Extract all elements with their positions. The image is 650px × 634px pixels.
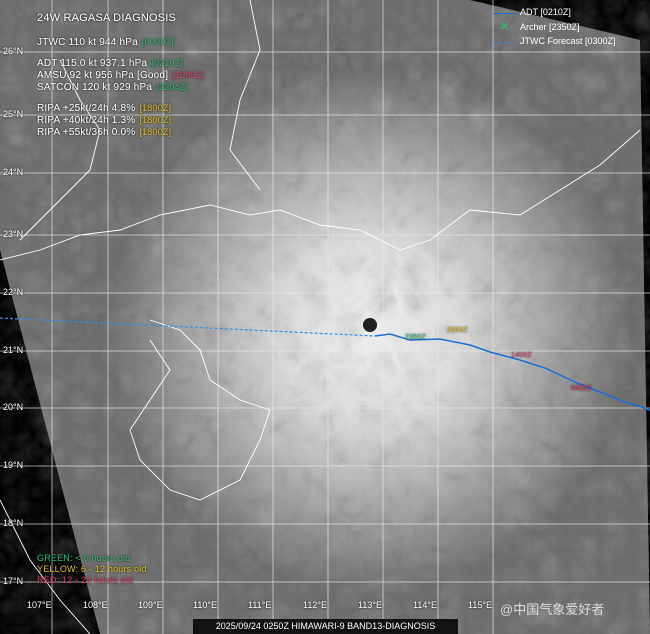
longitude-label: 110°E	[193, 600, 217, 610]
adt-time: [0210Z]	[151, 58, 184, 68]
ripa-time: [1800Z]	[139, 127, 172, 137]
diagnosis-title: 24W RAGASA DIAGNOSIS	[37, 12, 177, 24]
legend-jtwc: JTWC Forecast [0300Z]	[520, 36, 616, 46]
longitude-label: 114°E	[413, 600, 437, 610]
latitude-label: 24°N	[3, 167, 24, 177]
longitude-label: 113°E	[358, 600, 382, 610]
age-key-red: RED: 12 - 24 hours old	[37, 575, 133, 585]
adt-intensity: ADT 115.0 kt 937.1 hPa [0210Z]	[37, 58, 184, 69]
adt-track	[374, 333, 650, 411]
legend-archer: Archer [2350Z]	[520, 22, 580, 32]
longitude-label: 115°E	[468, 600, 492, 610]
ripa-text: RIPA +55kt/36h 0.0%	[37, 127, 136, 138]
track-label-yellow: 2000Z	[447, 327, 468, 334]
latitude-label: 17°N	[3, 576, 24, 586]
jtwc-dashed-line-icon	[493, 42, 517, 43]
latitude-label: 20°N	[3, 402, 24, 412]
adt-line-icon	[493, 13, 517, 14]
ripa-text: RIPA +25kt/24h 4.8%	[37, 103, 136, 114]
longitude-label: 112°E	[303, 600, 327, 610]
latitude-label: 21°N	[3, 345, 24, 355]
ripa-time: [1800Z]	[139, 115, 172, 125]
jtwc-forecast-track	[0, 317, 376, 337]
archer-x-icon: ✕	[500, 21, 510, 33]
track-label-red: 0800Z	[571, 385, 592, 392]
age-key-yellow: YELLOW: 6 - 12 hours old	[37, 564, 147, 574]
jtwc-time: [0000Z]	[141, 37, 174, 47]
longitude-label: 108°E	[83, 600, 108, 610]
image-caption: 2025/09/24 0250Z HIMAWARI-9 BAND13-DIAGN…	[193, 619, 458, 634]
satcon-text: SATCON 120 kt 929 hPa	[37, 82, 153, 93]
latitude-label: 25°N	[3, 109, 24, 119]
watermark: @中国气象爱好者	[500, 602, 605, 617]
latitude-label: 18°N	[3, 518, 24, 528]
typhoon-eye	[363, 318, 377, 332]
ripa-row: RIPA +55kt/36h 0.0% [1800Z]	[37, 127, 172, 138]
jtwc-intensity: JTWC 110 kt 944 hPa [0000Z]	[37, 37, 175, 48]
legend-adt: ADT [0210Z]	[520, 7, 571, 17]
latitude-label: 19°N	[3, 460, 24, 470]
track-label-green: 2350Z	[405, 334, 426, 341]
ripa-row: RIPA +25kt/24h 4.8% [1800Z]	[37, 103, 172, 114]
ripa-row: RIPA +40kt/24h 1.3% [1800Z]	[37, 115, 172, 126]
ripa-text: RIPA +40kt/24h 1.3%	[37, 115, 136, 126]
track-label-red: 1400Z	[511, 352, 532, 359]
longitude-label: 109°E	[138, 600, 163, 610]
ripa-time: [1800Z]	[139, 103, 172, 113]
longitude-label: 111°E	[248, 600, 272, 610]
satcon-time: [2304Z]	[156, 82, 189, 92]
jtwc-text: JTWC 110 kt 944 hPa	[37, 37, 138, 48]
age-key-green: GREEN: < 6 hours old	[37, 553, 131, 563]
amsu-time: [1936Z]	[172, 70, 205, 80]
amsu-intensity: AMSU 92 kt 956 hPa [Good] [1936Z]	[37, 70, 205, 81]
adt-text: ADT 115.0 kt 937.1 hPa	[37, 58, 148, 69]
longitude-label: 107°E	[27, 600, 52, 610]
amsu-text: AMSU 92 kt 956 hPa [Good]	[37, 70, 169, 81]
latitude-label: 22°N	[3, 287, 24, 297]
latitude-label: 23°N	[3, 229, 24, 239]
satcon-intensity: SATCON 120 kt 929 hPa [2304Z]	[37, 82, 189, 93]
latitude-label: 26°N	[3, 46, 24, 56]
